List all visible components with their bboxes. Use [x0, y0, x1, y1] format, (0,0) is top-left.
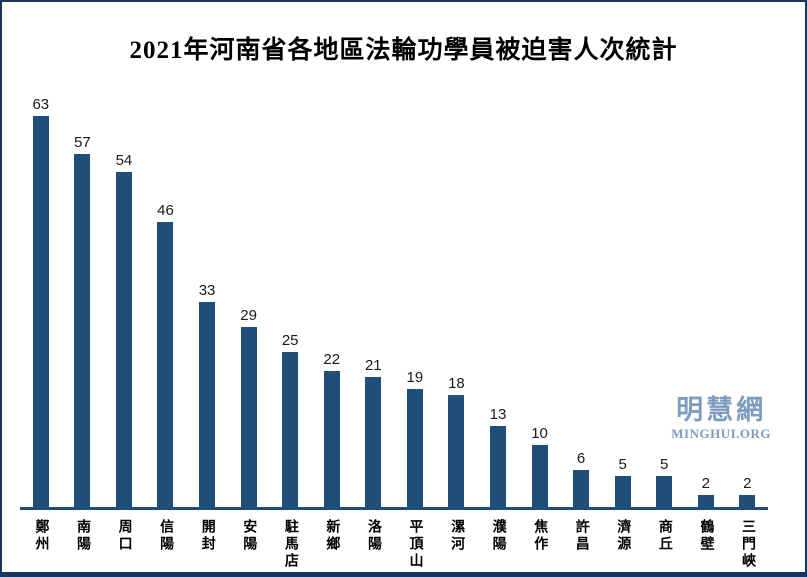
minghui-logo-text: 明慧網: [676, 395, 767, 425]
bar-value-label: 19: [406, 369, 424, 386]
category-label-cell: 南陽: [62, 519, 104, 553]
bar: [282, 352, 299, 507]
bar-column: 63: [20, 92, 62, 507]
bar: [614, 476, 631, 507]
bar-value-label: 22: [323, 351, 341, 368]
category-labels-row: 鄭州 南陽 周口 信陽 開封 安陽 駐馬店 新鄉 洛陽 平頂山 漯河 濮陽 焦作 許昌 濟源 商丘 鶴壁 三門峽: [20, 519, 768, 570]
x-axis-line: [20, 507, 768, 510]
bar-column: 2: [727, 92, 769, 507]
bar-column: 22: [311, 92, 353, 507]
category-label-cell: 開封: [186, 519, 228, 553]
category-label-cell: 鶴壁: [685, 519, 727, 553]
bar-column: 10: [519, 92, 561, 507]
category-label: 新鄉: [324, 519, 340, 553]
category-label: 商丘: [656, 519, 672, 553]
bar-value-label: 2: [701, 475, 710, 492]
bar: [406, 389, 423, 507]
category-label-cell: 三門峽: [727, 519, 769, 570]
bar: [448, 395, 465, 507]
bar-value-label: 57: [74, 134, 91, 151]
category-label-cell: 焦作: [519, 519, 561, 553]
category-label: 濮陽: [490, 519, 506, 553]
bar-column: 54: [103, 92, 145, 507]
category-label: 周口: [116, 519, 132, 553]
category-label-cell: 周口: [103, 519, 145, 553]
bar-value-label: 21: [364, 357, 382, 374]
bar-column: 29: [228, 92, 270, 507]
bar-column: 6: [560, 92, 602, 507]
minghui-watermark: 明慧網 MINGHUI.ORG: [671, 395, 771, 441]
bar-value-label: 10: [531, 425, 548, 442]
bar-value-label: 6: [576, 450, 586, 467]
bar: [573, 470, 590, 507]
bar-column: 21: [353, 92, 395, 507]
category-label-cell: 漯河: [436, 519, 478, 553]
category-label: 鶴壁: [698, 519, 714, 553]
category-label: 濟源: [615, 519, 631, 553]
category-label: 安陽: [241, 519, 257, 553]
bar-column: 2: [685, 92, 727, 507]
bar-value-label: 25: [281, 332, 299, 349]
category-label-cell: 平頂山: [394, 519, 436, 570]
bar-value-label: 18: [448, 375, 465, 392]
category-label-cell: 駐馬店: [269, 519, 311, 570]
bar-column: 33: [186, 92, 228, 507]
bar-column: 5: [643, 92, 685, 507]
bar: [739, 495, 756, 507]
category-label-cell: 鄭州: [20, 519, 62, 553]
category-label: 鄭州: [33, 519, 49, 553]
category-label-cell: 濟源: [602, 519, 644, 553]
bar: [365, 377, 382, 507]
category-label: 許昌: [573, 519, 589, 553]
bar-column: 46: [145, 92, 187, 507]
bar: [697, 495, 714, 507]
category-label: 洛陽: [365, 519, 381, 553]
chart-title: 2021年河南省各地區法輪功學員被迫害人次統計: [129, 37, 678, 64]
category-label-cell: 許昌: [560, 519, 602, 553]
category-label: 駐馬店: [282, 519, 298, 570]
bar-column: 19: [394, 92, 436, 507]
category-label-cell: 安陽: [228, 519, 270, 553]
category-label-cell: 信陽: [145, 519, 187, 553]
bar-value-label: 63: [32, 96, 50, 113]
category-label-cell: 商丘: [643, 519, 685, 553]
bar: [115, 172, 132, 507]
bar-value-label: 46: [157, 202, 174, 219]
category-label: 焦作: [532, 519, 548, 553]
category-label-cell: 洛陽: [353, 519, 395, 553]
bar: [323, 371, 340, 507]
category-label: 南陽: [75, 519, 91, 553]
bar-column: 57: [62, 92, 104, 507]
bar-column: 25: [269, 92, 311, 507]
bar: [32, 116, 49, 507]
bar: [199, 302, 216, 507]
bar: [656, 476, 673, 507]
category-label: 三門峽: [740, 519, 756, 570]
bar-value-label: 5: [618, 456, 627, 473]
bars-area: 63 57 54 46 33 29 25 22 21 19 18 13 10 6 5 5 2 2: [20, 92, 768, 507]
category-label: 平頂山: [407, 519, 423, 570]
bar-value-label: 33: [198, 282, 216, 299]
bar: [531, 445, 548, 507]
category-label-cell: 濮陽: [477, 519, 519, 553]
bar: [157, 222, 174, 507]
bar-value-label: 29: [240, 307, 257, 324]
bar-value-label: 54: [115, 152, 133, 169]
bar-column: 18: [436, 92, 478, 507]
minghui-site-text: MINGHUI.ORG: [671, 425, 771, 441]
bar-column: 13: [477, 92, 519, 507]
bar-value-label: 5: [660, 456, 669, 473]
bar-column: 5: [602, 92, 644, 507]
category-label: 信陽: [158, 519, 174, 553]
bar: [489, 426, 506, 507]
category-label: 開封: [199, 519, 215, 553]
category-label-cell: 新鄉: [311, 519, 353, 553]
bar-value-label: 2: [743, 475, 752, 492]
bar-chart: 63 57 54 46 33 29 25 22 21 19 18 13 10 6 5 5 2 2 鄭州 南陽 周口 信陽…: [20, 92, 768, 570]
bar-value-label: 13: [489, 406, 507, 423]
category-label: 漯河: [449, 519, 465, 553]
bar: [240, 327, 257, 507]
bar: [74, 154, 91, 507]
